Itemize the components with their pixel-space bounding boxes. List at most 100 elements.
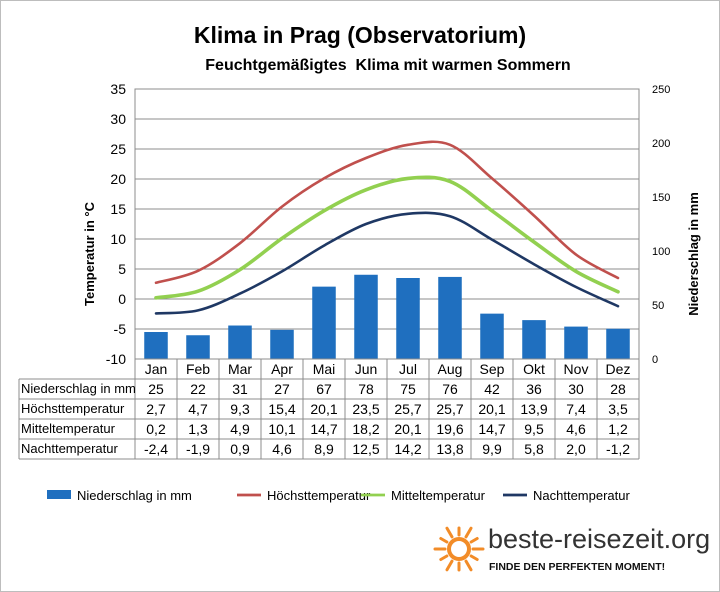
sun-ray <box>439 554 449 561</box>
data-table: Jan Feb Mar Apr Mai Jun Jul Aug Sep Okt Nov Dez Nied… <box>18 358 640 460</box>
y-left-tick-label: 25 <box>110 141 126 157</box>
sun-ray <box>464 526 473 539</box>
precipitation-bars <box>144 274 630 359</box>
table-cell: 0,9 <box>230 441 250 457</box>
table-cell: 30 <box>568 381 584 397</box>
brand-name: beste-reisezeit.org <box>488 524 711 554</box>
legend-label: Höchsttemperatur <box>267 488 371 503</box>
legend-item: Niederschlag in mm <box>47 488 192 503</box>
y-right-tick-label: 0 <box>652 354 658 366</box>
table-cell: 67 <box>316 381 332 397</box>
precipitation-bar-sep <box>480 313 504 359</box>
table-cell: 27 <box>274 381 290 397</box>
y-left-tick-label: 5 <box>118 261 126 277</box>
month-label-apr: Apr <box>271 361 293 377</box>
table-cell: 25 <box>148 381 164 397</box>
month-label-mar: Mar <box>228 361 252 377</box>
y-left-tick-label: 10 <box>110 231 126 247</box>
precipitation-bar-okt <box>522 320 546 359</box>
table-cell: 7,4 <box>566 401 586 417</box>
chart-title: Klima in Prag (Observatorium) <box>194 22 526 48</box>
legend-swatch-bar <box>47 490 71 499</box>
y-left-tick-label: 20 <box>110 171 126 187</box>
table-cell: 19,6 <box>436 421 463 437</box>
line-nachttemperatur <box>154 211 620 315</box>
table-cell: 31 <box>232 381 248 397</box>
table-cell: 9,3 <box>230 401 250 417</box>
legend-label: Mitteltemperatur <box>391 488 486 503</box>
y-right-tick-label: 100 <box>652 246 670 258</box>
month-label-okt: Okt <box>523 361 545 377</box>
sun-ray <box>445 559 454 572</box>
table-row-label: Niederschlag in mm <box>21 381 136 396</box>
table-cell: 76 <box>442 381 458 397</box>
y-left-tick-label: 30 <box>110 111 126 127</box>
sun-ray <box>439 537 449 544</box>
precipitation-bar-jun <box>354 274 378 359</box>
table-cell: 14,7 <box>478 421 505 437</box>
table-cell: 22 <box>190 381 206 397</box>
table-cell: 2,7 <box>146 401 166 417</box>
month-label-mai: Mai <box>313 361 336 377</box>
brand-tagline: FINDE DEN PERFEKTEN MOMENT! <box>489 561 666 573</box>
chart-subtitle: Feuchtgemäßigtes Klima mit warmen Sommer… <box>205 57 570 74</box>
table-row-label: Mitteltemperatur <box>21 421 116 436</box>
climate-chart: Klima in Prag (Observatorium) Feuchtgemä… <box>18 22 701 503</box>
y-left-tick-label: 35 <box>110 81 126 97</box>
table-cell: 9,5 <box>524 421 544 437</box>
table-cell: 5,8 <box>524 441 544 457</box>
table-cell: 23,5 <box>352 401 379 417</box>
table-cell: -1,2 <box>606 441 630 457</box>
y-left-tick-label: -5 <box>114 321 127 337</box>
table-cell: 28 <box>610 381 626 397</box>
month-label-dez: Dez <box>606 361 631 377</box>
y-left-tick-label: 15 <box>110 201 126 217</box>
precipitation-bar-mai <box>312 286 336 359</box>
y-right-tick-label: 250 <box>652 84 670 96</box>
table-cell: 42 <box>484 381 500 397</box>
table-cell: 10,1 <box>268 421 295 437</box>
table-cell: 4,7 <box>188 401 208 417</box>
table-cell: 8,9 <box>314 441 334 457</box>
table-cell: 3,5 <box>608 401 628 417</box>
sun-icon <box>433 526 485 572</box>
y-left-axis-label: Temperatur in °C <box>82 201 97 306</box>
plot-area <box>134 88 640 360</box>
table-cell: 20,1 <box>478 401 505 417</box>
precipitation-bar-jan <box>144 332 168 359</box>
table-row-label: Nachttemperatur <box>21 441 118 456</box>
precipitation-bar-aug <box>438 276 462 359</box>
month-label-jun: Jun <box>355 361 378 377</box>
table-cell: 12,5 <box>352 441 379 457</box>
precipitation-bar-mar <box>228 325 252 359</box>
table-cell: 20,1 <box>310 401 337 417</box>
chart-legend: Niederschlag in mm Höchsttemperatur Mittel… <box>47 488 630 503</box>
line-höchsttemperatur <box>154 140 620 285</box>
table-row-label: Höchsttemperatur <box>21 401 125 416</box>
table-cell: 25,7 <box>394 401 421 417</box>
precipitation-bar-nov <box>564 326 588 359</box>
chart-axes: 35302520151050-5-10250200150100500Temper… <box>82 81 701 367</box>
table-cell: 14,7 <box>310 421 337 437</box>
precipitation-bar-apr <box>270 329 294 359</box>
line-mitteltemperatur <box>154 175 620 300</box>
precipitation-bar-feb <box>186 335 210 359</box>
table-cell: 0,2 <box>146 421 166 437</box>
table-cell: 1,3 <box>188 421 208 437</box>
table-cell: 25,7 <box>436 401 463 417</box>
table-cell: 36 <box>526 381 542 397</box>
table-cell: 78 <box>358 381 374 397</box>
y-right-tick-label: 150 <box>652 192 670 204</box>
table-cell: 15,4 <box>268 401 295 417</box>
month-label-sep: Sep <box>480 361 505 377</box>
precipitation-bar-dez <box>606 328 630 359</box>
table-cell: 4,6 <box>566 421 586 437</box>
y-left-tick-label: 0 <box>118 291 126 307</box>
table-cell: -2,4 <box>144 441 168 457</box>
table-cell: 2,0 <box>566 441 586 457</box>
sun-ray <box>469 537 479 544</box>
table-cell: 9,9 <box>482 441 502 457</box>
sun-ray <box>469 554 479 561</box>
brand-logo[interactable]: beste-reisezeit.org FINDE DEN PERFEKTEN … <box>431 521 716 583</box>
